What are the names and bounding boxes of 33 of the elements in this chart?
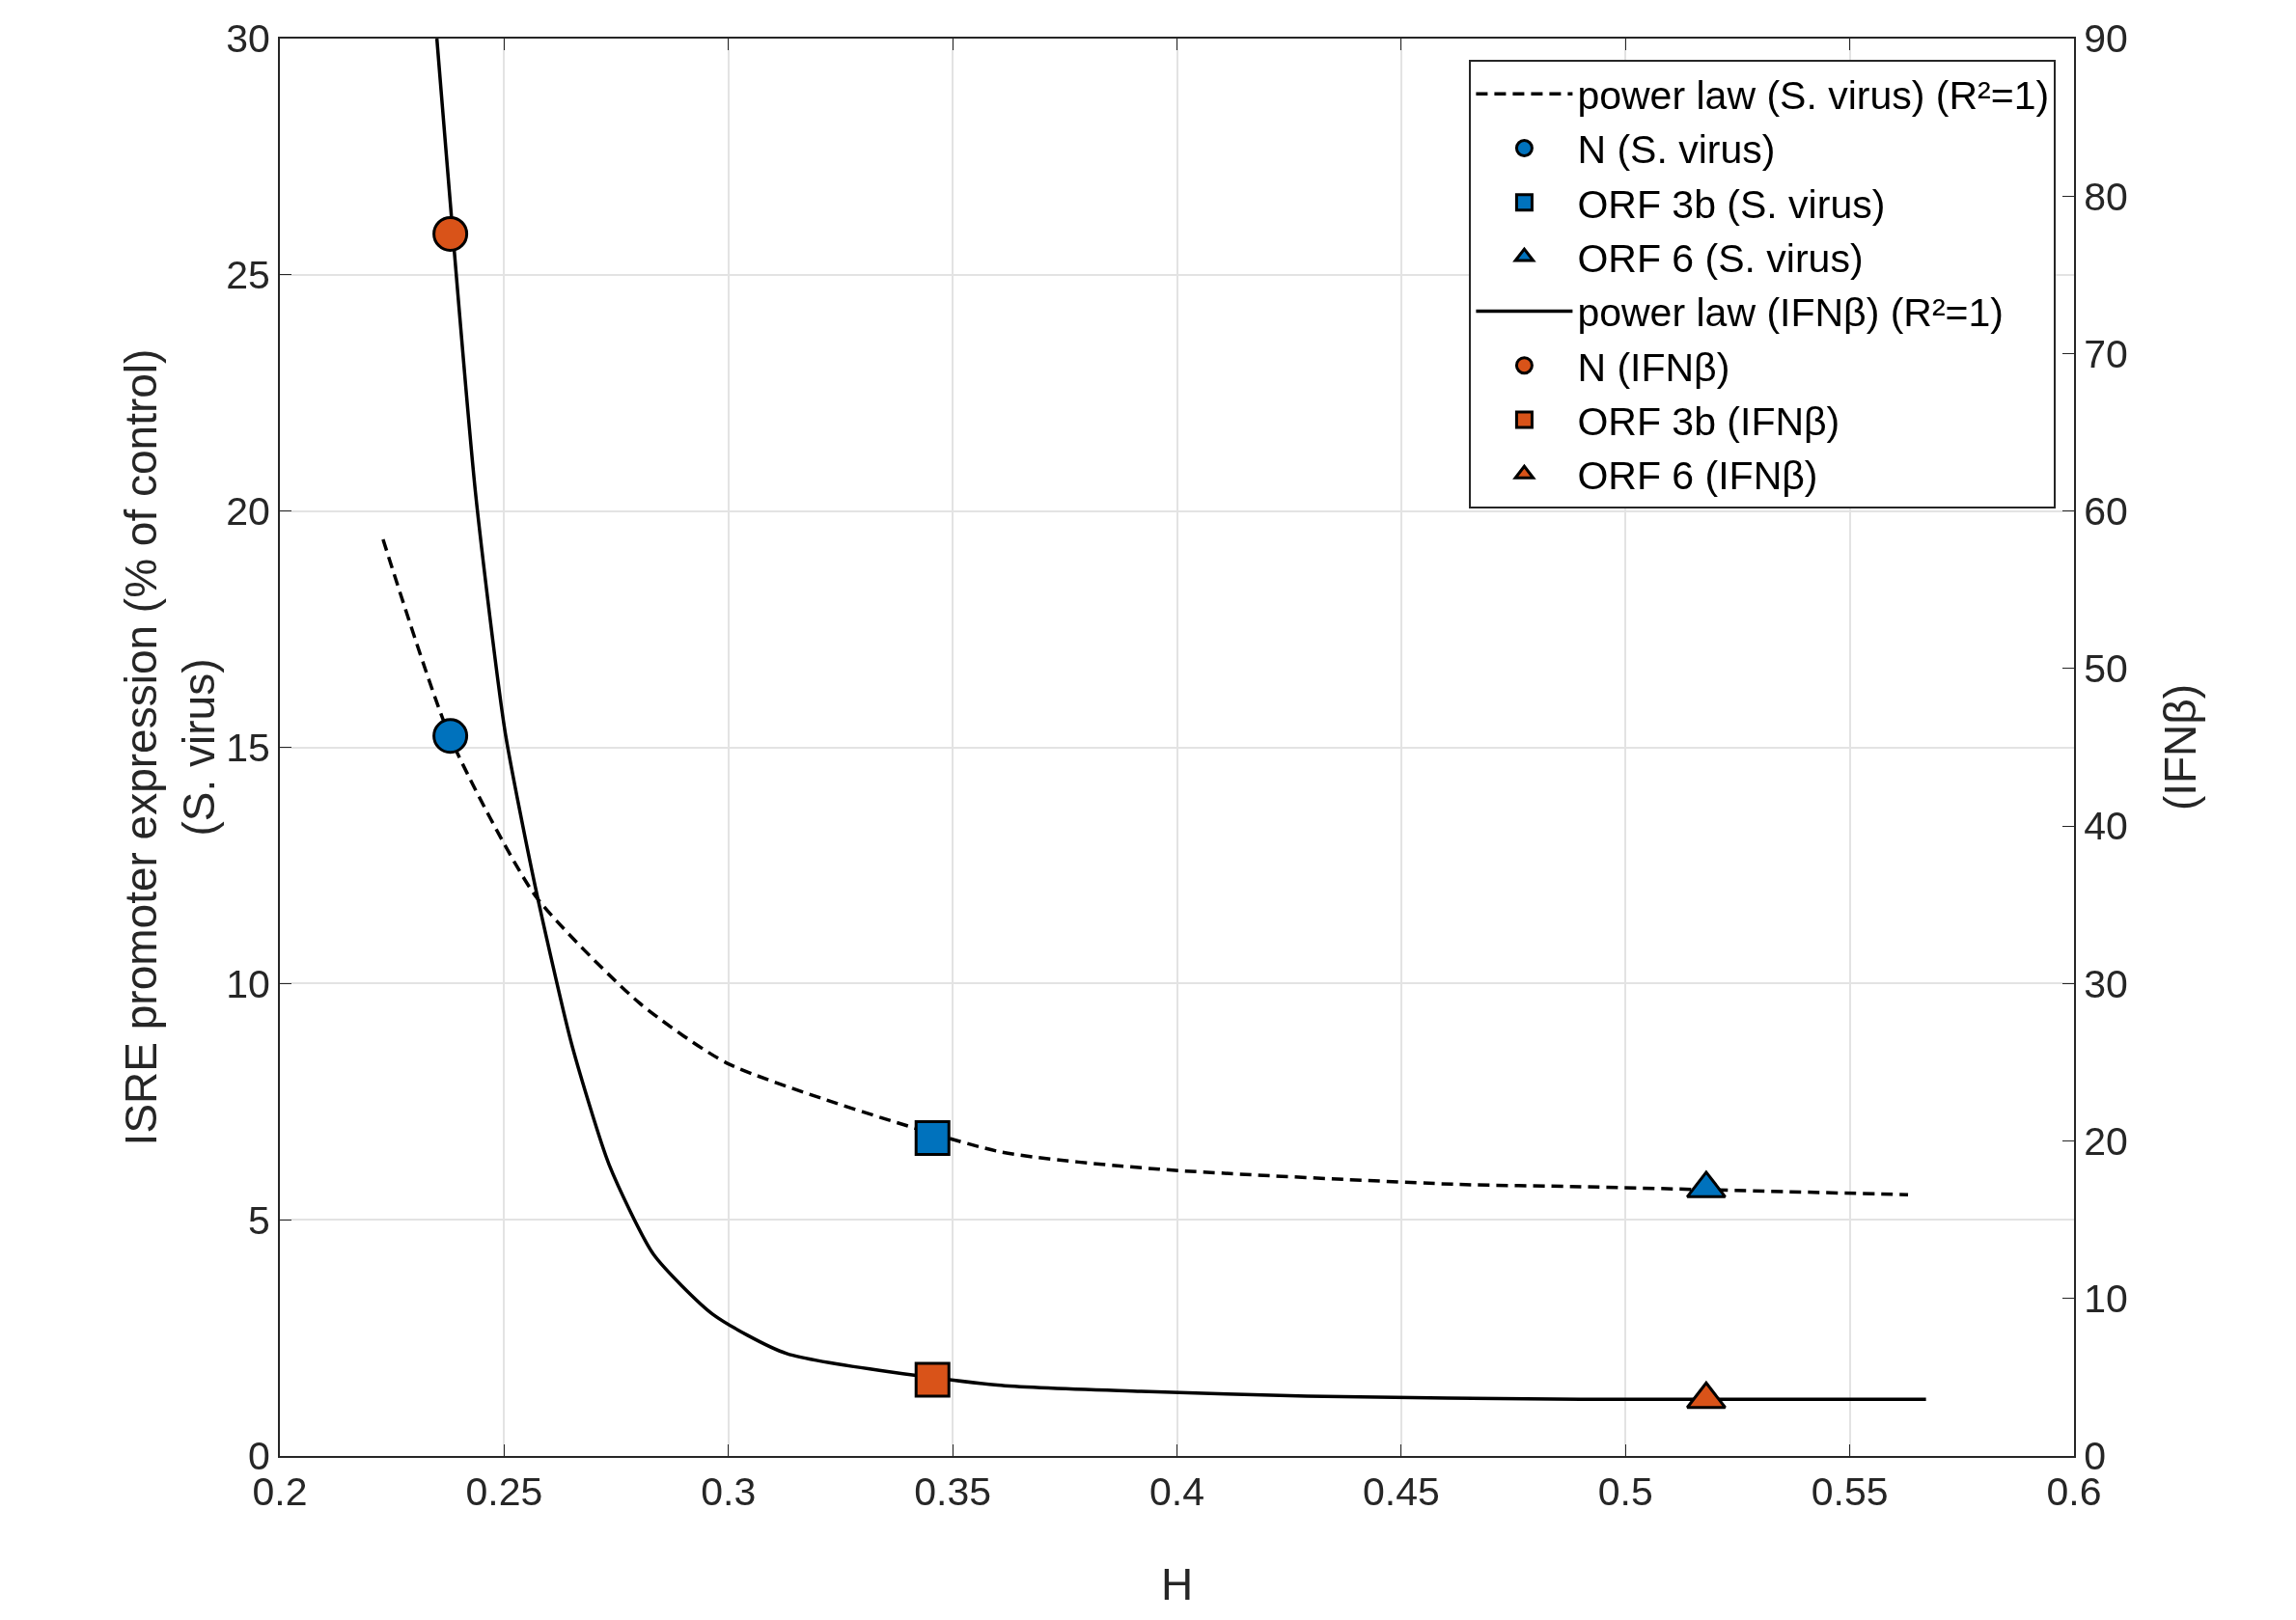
y-axis-title: ISRE promoter expression (% of control) (S. virus) <box>116 348 225 1146</box>
x-tick-label: 0.35 <box>914 1469 992 1515</box>
y2-tick-label: 90 <box>2084 16 2128 62</box>
y2-tick-label: 80 <box>2084 174 2128 219</box>
y2-tick-label: 70 <box>2084 331 2128 376</box>
legend-label: N (IFNβ) <box>1577 344 1730 390</box>
x-tick-label: 0.55 <box>1811 1469 1889 1515</box>
y2-tick-label: 20 <box>2084 1118 2128 1164</box>
x-tick-label: 0.45 <box>1362 1469 1440 1515</box>
x-axis-title: H <box>1160 1559 1194 1609</box>
legend-label: power law (IFNβ) (R²=1) <box>1577 290 2005 336</box>
y-tick-label: 30 <box>226 16 270 62</box>
legend-label: ORF 3b (S. virus) <box>1577 181 1886 227</box>
legend-label: ORF 6 (S. virus) <box>1577 236 1864 282</box>
y2-tick-label: 60 <box>2084 489 2128 535</box>
y2-tick-label: 30 <box>2084 961 2128 1006</box>
x-tick-label: 0.5 <box>1597 1469 1653 1515</box>
y2-axis-title: (IFNβ) <box>2155 683 2205 811</box>
y2-tick-label: 10 <box>2084 1277 2128 1322</box>
y-tick-label: 5 <box>247 1197 270 1243</box>
x-tick-label: 0.25 <box>465 1469 543 1515</box>
y2-tick-label: 40 <box>2084 804 2128 849</box>
y-tick-label: 20 <box>226 489 270 535</box>
legend-label: ORF 3b (IFNβ) <box>1577 398 1840 444</box>
legend-label: N (S. virus) <box>1577 127 1776 173</box>
legend-label: ORF 6 (IFNβ) <box>1577 453 1818 499</box>
legend-label: power law (S. virus) (R²=1) <box>1577 73 2050 119</box>
y-tick-label: 25 <box>226 253 270 298</box>
y-tick-label: 15 <box>226 725 270 770</box>
y-tick-label: 10 <box>226 961 270 1006</box>
x-tick-label: 0.3 <box>701 1469 757 1515</box>
y2-tick-label: 50 <box>2084 646 2128 692</box>
x-tick-label: 0.4 <box>1149 1469 1204 1515</box>
